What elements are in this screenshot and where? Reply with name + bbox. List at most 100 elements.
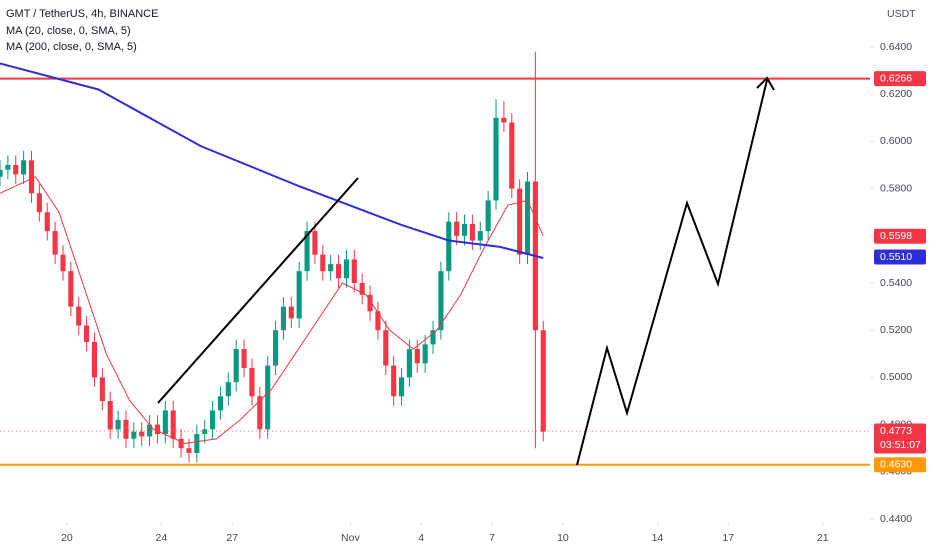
candle-body — [257, 396, 263, 430]
candle-body — [430, 330, 436, 345]
x-tick-label: 27 — [226, 532, 238, 544]
plot-area — [0, 51, 870, 466]
candle-body — [52, 231, 58, 255]
candle-body — [398, 377, 405, 397]
legend-entry: MA (20, close, 0, SMA, 5) — [6, 25, 131, 37]
candle-body — [351, 259, 357, 283]
price-tag — [874, 249, 926, 265]
candle-body — [422, 344, 428, 364]
x-tick-label: Nov — [341, 532, 360, 544]
candle-body — [131, 431, 137, 439]
candle-body — [154, 424, 161, 435]
candle-body — [139, 431, 145, 437]
candle-body — [202, 429, 208, 435]
candle-body — [517, 188, 523, 255]
candle-body — [225, 382, 231, 397]
candle-body — [509, 122, 515, 189]
candle-body — [485, 200, 491, 232]
countdown: 03:51:07 — [880, 439, 921, 451]
candle-body — [233, 349, 239, 383]
x-tick-label: 10 — [557, 532, 569, 544]
candle-body — [296, 271, 302, 319]
candle-body — [343, 259, 349, 279]
candle-body — [147, 424, 153, 437]
candle-body — [328, 264, 334, 272]
price-tag-label: 0.5510 — [880, 251, 912, 263]
forecast-path — [576, 79, 768, 466]
candle-body — [91, 342, 98, 378]
y-tick-label: 0.6200 — [880, 88, 912, 100]
candle-body — [107, 401, 113, 430]
candle-body — [367, 294, 373, 312]
candle-body — [123, 419, 129, 439]
candle-body — [524, 181, 531, 255]
candle-body — [36, 193, 42, 213]
candle-body — [265, 365, 271, 430]
x-tick-label: 17 — [722, 532, 734, 544]
candle-body — [178, 438, 184, 449]
price-axis: 0.44000.46000.48000.50000.52000.54000.56… — [61, 41, 912, 544]
drawings — [157, 76, 775, 466]
candle-body — [469, 224, 475, 241]
moving-average-line — [0, 62, 544, 259]
candle-body — [383, 330, 389, 366]
forecast-arrowhead — [756, 76, 775, 91]
candle-body — [84, 325, 90, 342]
candle-body — [280, 306, 286, 331]
price-tags: 0.6266 0.5598 0.5510 0.4773 03:51:07 0.4630 — [874, 71, 926, 473]
candle-body — [406, 349, 412, 378]
candle-body — [210, 410, 216, 430]
price-tag-label: 0.6266 — [880, 72, 912, 84]
candle-body — [461, 224, 468, 236]
x-tick-label: 20 — [61, 532, 73, 544]
x-tick-label: 21 — [817, 532, 829, 544]
candle-body — [391, 365, 397, 397]
x-tick-label: 7 — [489, 532, 495, 544]
candle-body — [288, 306, 294, 319]
candle-body — [501, 117, 507, 123]
candle-body — [162, 410, 168, 435]
candle-body — [359, 283, 365, 295]
candle-body — [477, 231, 483, 241]
price-tag-label: 0.4630 — [880, 459, 912, 471]
candle-body — [493, 117, 499, 201]
candle-body — [194, 434, 200, 453]
y-axis-label: USDT — [887, 8, 916, 20]
candle-body — [438, 271, 444, 331]
candle-body — [60, 254, 66, 272]
price-tag-label: 0.4773 — [880, 425, 912, 437]
y-tick-label: 0.5400 — [880, 277, 912, 289]
candle-body — [273, 330, 279, 366]
candle-body — [320, 254, 326, 272]
candle-body — [21, 160, 27, 175]
legend-title: GMT / TetherUS, 4h, BINANCE — [6, 8, 158, 20]
candle-body — [68, 271, 74, 307]
candle-body — [241, 349, 247, 368]
x-tick-label: 4 — [418, 532, 424, 544]
candle-body — [335, 264, 342, 279]
moving-average-line — [0, 176, 544, 444]
candle-body — [312, 231, 318, 255]
y-tick-label: 0.5800 — [880, 182, 912, 194]
candle-body — [540, 330, 546, 432]
candle-body — [0, 169, 3, 177]
candle-body — [304, 231, 310, 272]
x-tick-label: 14 — [652, 532, 664, 544]
candle-body — [217, 396, 224, 411]
candle-body — [13, 165, 19, 175]
candle-body — [375, 311, 381, 331]
candle-body — [249, 367, 255, 397]
candle-body — [186, 448, 192, 453]
price-tag — [874, 228, 926, 244]
x-tick-label: 24 — [156, 532, 168, 544]
y-tick-label: 0.6400 — [880, 41, 912, 53]
candle-body — [99, 377, 105, 401]
price-tag — [874, 423, 926, 454]
price-tag — [874, 457, 926, 473]
candle-body — [446, 221, 452, 272]
trend-line — [157, 177, 359, 404]
candle-body — [454, 221, 460, 236]
price-tag-label: 0.5598 — [880, 230, 912, 242]
